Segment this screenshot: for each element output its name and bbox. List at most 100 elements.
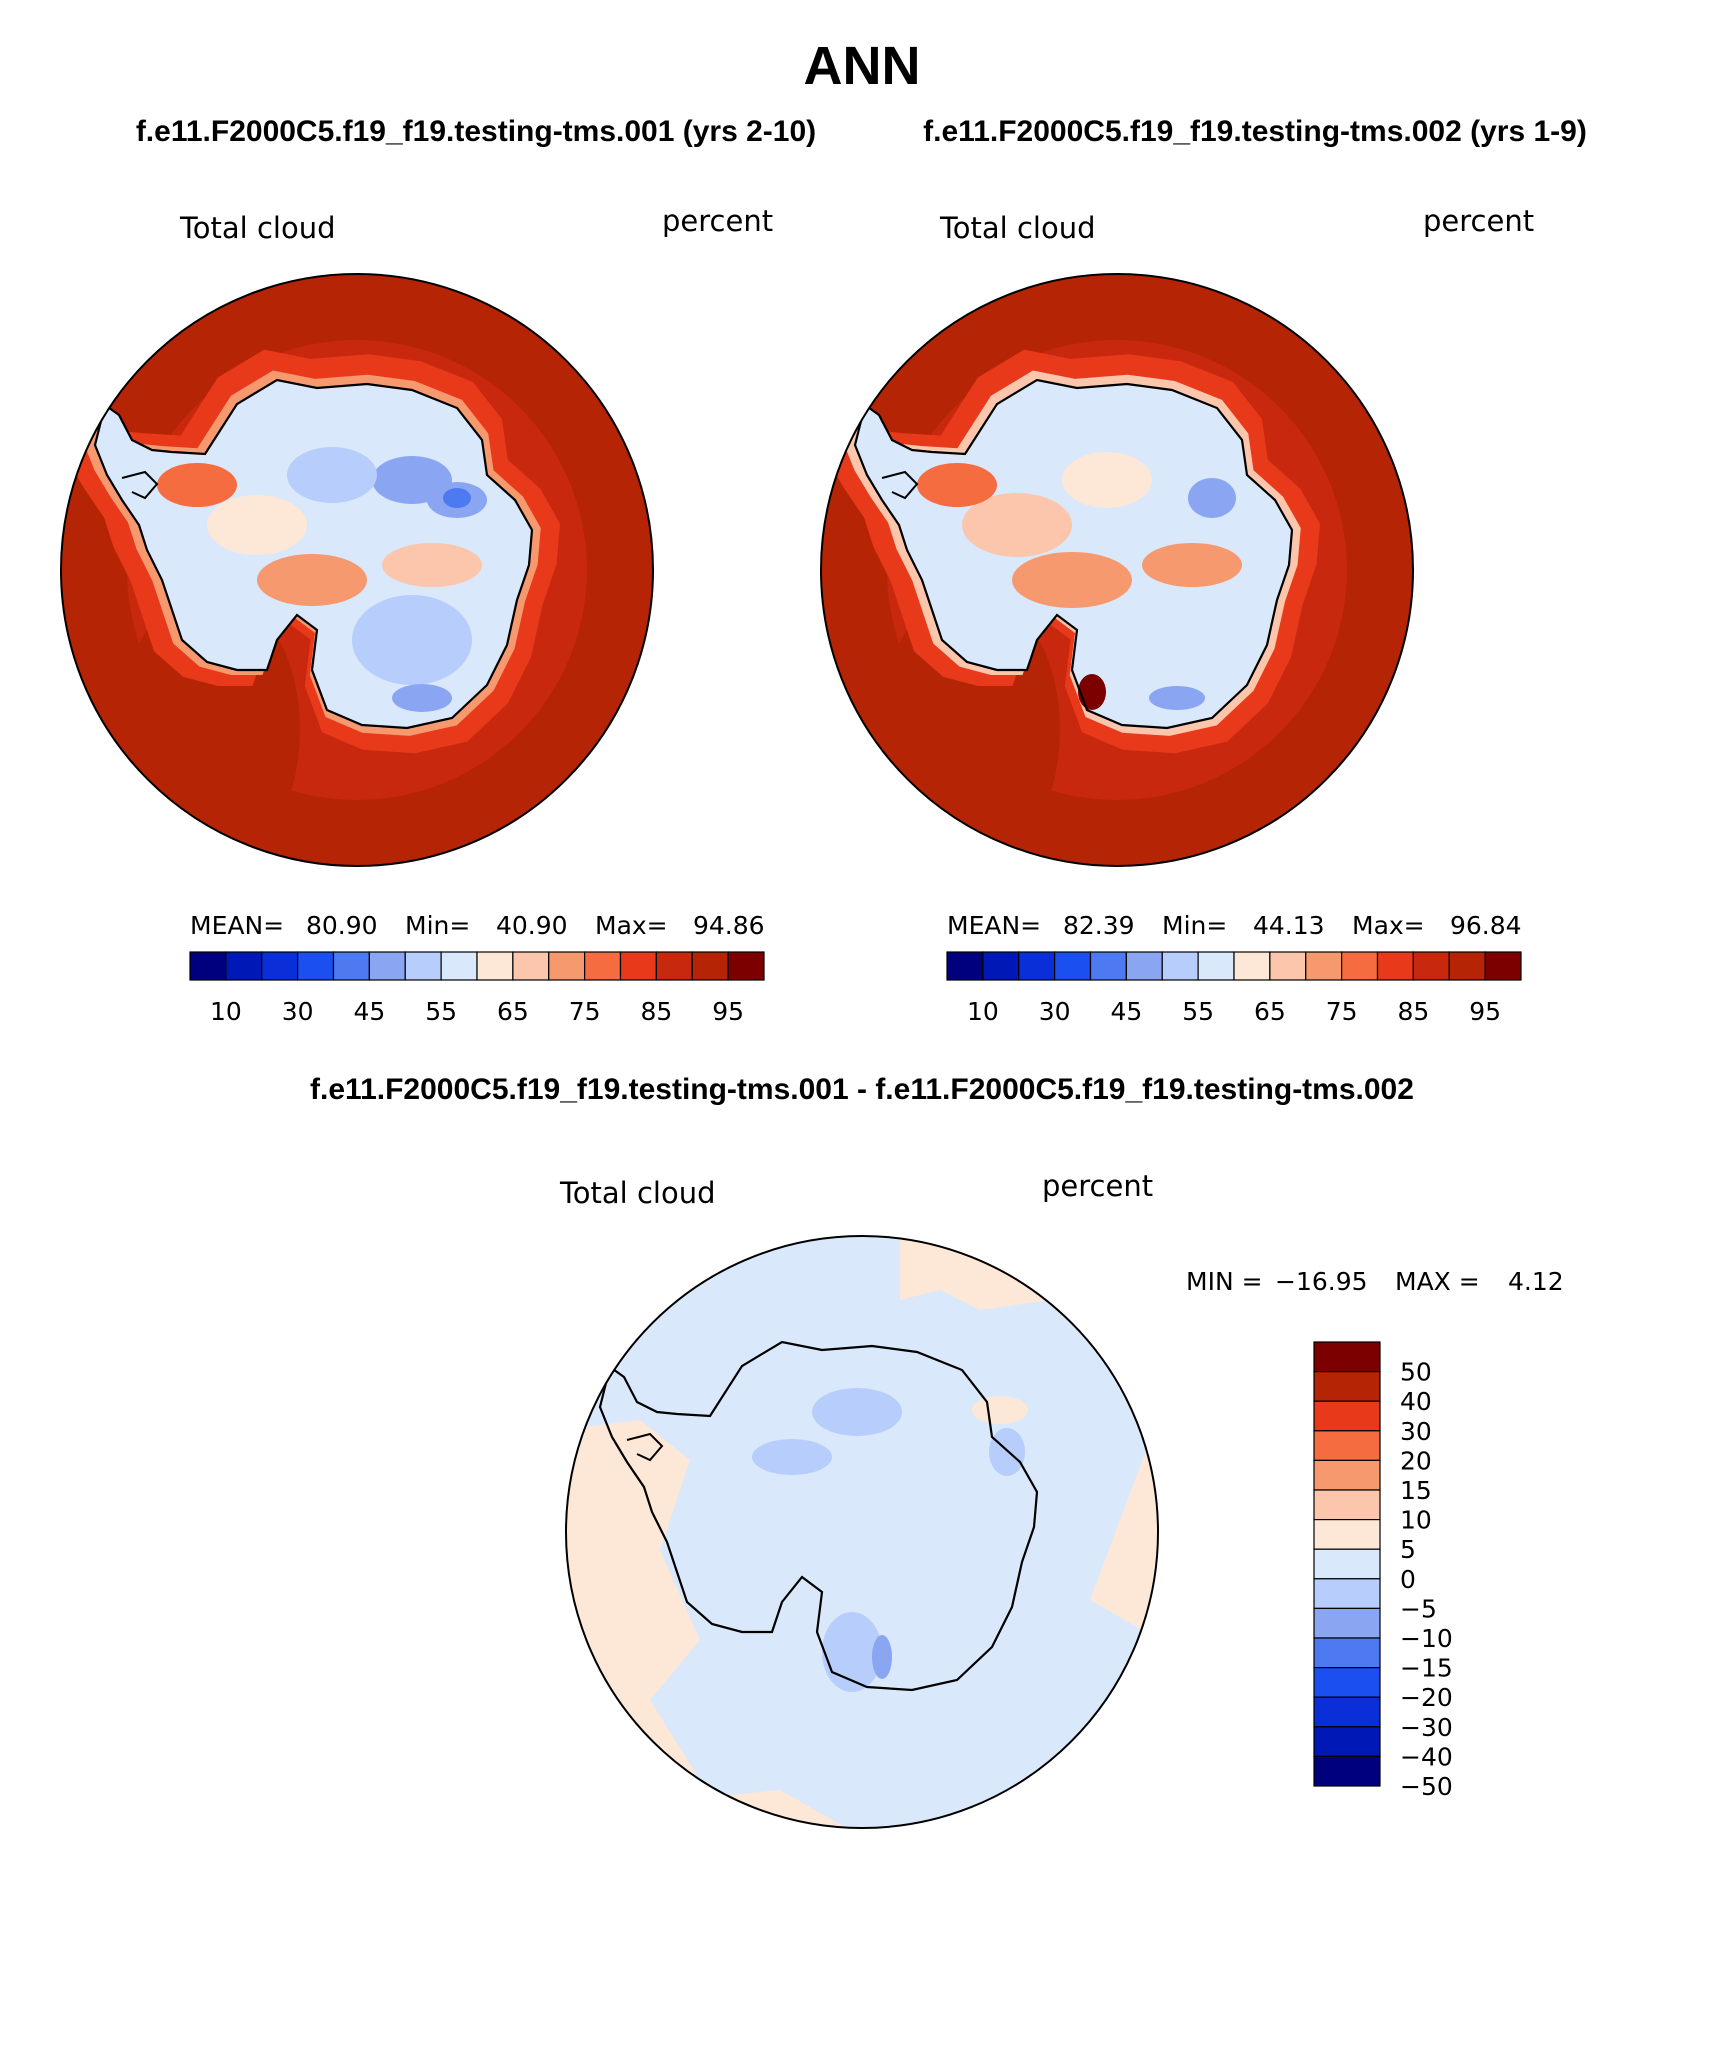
left-colorbar-box-1 bbox=[225, 951, 263, 981]
diff-positive-patch bbox=[972, 1396, 1028, 1424]
right-colorbar-box-6 bbox=[1161, 951, 1199, 981]
right-colorbar-box-10 bbox=[1305, 951, 1343, 981]
left-variable-label: Total cloud bbox=[179, 211, 335, 245]
diff-colorbar-box-12 bbox=[1313, 1696, 1381, 1728]
figure-title: ANN bbox=[804, 36, 921, 96]
diff-negative-patch-4 bbox=[872, 1635, 892, 1679]
difference-title: f.e11.F2000C5.f19_f19.testing-tms.001 - … bbox=[310, 1073, 1414, 1106]
left-colorbar-box-7 bbox=[440, 951, 478, 981]
right-colorbar-box-5 bbox=[1125, 951, 1163, 981]
diff-min-value: −16.95 bbox=[1275, 1267, 1368, 1296]
right-colorbar-box-3 bbox=[1054, 951, 1092, 981]
diff-colorbar-box-13 bbox=[1313, 1726, 1381, 1758]
right-cloud-patch-1 bbox=[1062, 452, 1152, 508]
left-max-value: 94.86 bbox=[693, 911, 765, 940]
diff-positive-region-2 bbox=[900, 1236, 1050, 1310]
right-cloud-patch-9 bbox=[917, 463, 997, 507]
diff-colorbar-label-4: 15 bbox=[1400, 1476, 1432, 1505]
right-colorbar-box-13 bbox=[1412, 951, 1450, 981]
left-cloud-patch-10 bbox=[157, 463, 237, 507]
right-colorbar-box-4 bbox=[1089, 951, 1127, 981]
right-max-value: 96.84 bbox=[1450, 911, 1522, 940]
right-min-label: Min= bbox=[1162, 911, 1227, 940]
left-colorbar-label-0: 10 bbox=[210, 997, 242, 1026]
diff-negative-patch-5 bbox=[989, 1428, 1025, 1476]
diff-colorbar-label-10: −15 bbox=[1400, 1654, 1453, 1683]
diff-negative-patch-2 bbox=[752, 1439, 832, 1475]
right-mean-value: 82.39 bbox=[1063, 911, 1135, 940]
right-map-border bbox=[820, 273, 1414, 867]
right-variable-label: Total cloud bbox=[939, 211, 1095, 245]
right-colorbar-box-9 bbox=[1269, 951, 1307, 981]
diff-negative-patch-1 bbox=[812, 1388, 902, 1436]
diff-units-label: percent bbox=[1042, 1169, 1153, 1203]
diff-colorbar-box-6 bbox=[1313, 1518, 1381, 1550]
left-min-value: 40.90 bbox=[496, 911, 568, 940]
right-colorbar-box-8 bbox=[1233, 951, 1271, 981]
left-units-label: percent bbox=[662, 204, 773, 238]
diff-colorbar-box-3 bbox=[1313, 1430, 1381, 1462]
right-colorbar-label-3: 55 bbox=[1182, 997, 1214, 1026]
left-colorbar-box-14 bbox=[691, 951, 729, 981]
right-map bbox=[821, 274, 1413, 866]
left-map bbox=[61, 274, 653, 866]
left-colorbar-label-6: 85 bbox=[640, 997, 672, 1026]
right-stats: MEAN= 82.39 Min= 44.13 Max= 96.84 bbox=[947, 911, 1522, 940]
right-colorbar-label-2: 45 bbox=[1110, 997, 1142, 1026]
diff-colorbar-label-11: −20 bbox=[1400, 1683, 1453, 1712]
right-colorbar-box-14 bbox=[1448, 951, 1486, 981]
right-colorbar-label-4: 65 bbox=[1254, 997, 1286, 1026]
diff-colorbar-label-14: −50 bbox=[1400, 1772, 1453, 1801]
diff-colorbar-label-9: −10 bbox=[1400, 1624, 1453, 1653]
left-colorbar-box-15 bbox=[727, 951, 765, 981]
diff-max-label: MAX = bbox=[1395, 1267, 1480, 1296]
left-colorbar-box-4 bbox=[332, 951, 370, 981]
right-colorbar-box-11 bbox=[1341, 951, 1379, 981]
left-cloud-patch-2 bbox=[287, 447, 377, 503]
left-colorbar-box-5 bbox=[368, 951, 406, 981]
difference-map bbox=[566, 1236, 1158, 1828]
diff-colorbar-label-8: −5 bbox=[1400, 1594, 1437, 1623]
right-cloud-patch-3 bbox=[1142, 543, 1242, 587]
diff-negative-patch-3 bbox=[822, 1612, 882, 1692]
diff-positive-region-3 bbox=[1090, 1440, 1158, 1640]
left-colorbar-box-11 bbox=[584, 951, 622, 981]
diff-colorbar-label-7: 0 bbox=[1400, 1565, 1416, 1594]
diff-colorbar-box-11 bbox=[1313, 1666, 1381, 1698]
left-colorbar-label-1: 30 bbox=[282, 997, 314, 1026]
left-cloud-patch-8 bbox=[352, 595, 472, 685]
diff-colorbar-label-12: −30 bbox=[1400, 1713, 1453, 1742]
left-mean-label: MEAN= bbox=[190, 911, 284, 940]
left-colorbar-box-8 bbox=[476, 951, 514, 981]
left-colorbar-box-13 bbox=[655, 951, 693, 981]
left-cloud-patch-6 bbox=[257, 554, 367, 606]
diff-stats: MIN = −16.95 MAX = 4.12 bbox=[1186, 1267, 1564, 1296]
diff-colorbar-label-5: 10 bbox=[1400, 1506, 1432, 1535]
diff-colorbar-box-10 bbox=[1313, 1637, 1381, 1669]
right-colorbar-box-15 bbox=[1484, 951, 1522, 981]
right-max-label: Max= bbox=[1352, 911, 1425, 940]
left-colorbar-label-5: 75 bbox=[569, 997, 601, 1026]
left-min-label: Min= bbox=[405, 911, 470, 940]
right-cloud-patch-4 bbox=[1012, 552, 1132, 608]
left-cloud-patch-4 bbox=[443, 488, 471, 508]
diff-colorbar-box-0 bbox=[1313, 1341, 1381, 1373]
diff-colorbar-label-13: −40 bbox=[1400, 1742, 1453, 1771]
left-colorbar-box-6 bbox=[404, 951, 442, 981]
left-colorbar-label-4: 65 bbox=[497, 997, 529, 1026]
diff-colorbar-box-2 bbox=[1313, 1400, 1381, 1432]
left-colorbar-box-0 bbox=[189, 951, 227, 981]
left-case-title: f.e11.F2000C5.f19_f19.testing-tms.001 (y… bbox=[136, 115, 816, 148]
diff-colorbar-box-8 bbox=[1313, 1578, 1381, 1610]
diff-variable-label: Total cloud bbox=[559, 1176, 715, 1210]
left-colorbar-box-10 bbox=[548, 951, 586, 981]
left-map-border bbox=[60, 273, 654, 867]
diff-min-label: MIN = bbox=[1186, 1267, 1263, 1296]
right-min-value: 44.13 bbox=[1253, 911, 1325, 940]
left-stats: MEAN= 80.90 Min= 40.90 Max= 94.86 bbox=[190, 911, 765, 940]
left-colorbar-label-7: 95 bbox=[712, 997, 744, 1026]
diff-colorbar-box-4 bbox=[1313, 1459, 1381, 1491]
diff-colorbar-label-6: 5 bbox=[1400, 1535, 1416, 1564]
left-cloud-patch-5 bbox=[382, 543, 482, 587]
